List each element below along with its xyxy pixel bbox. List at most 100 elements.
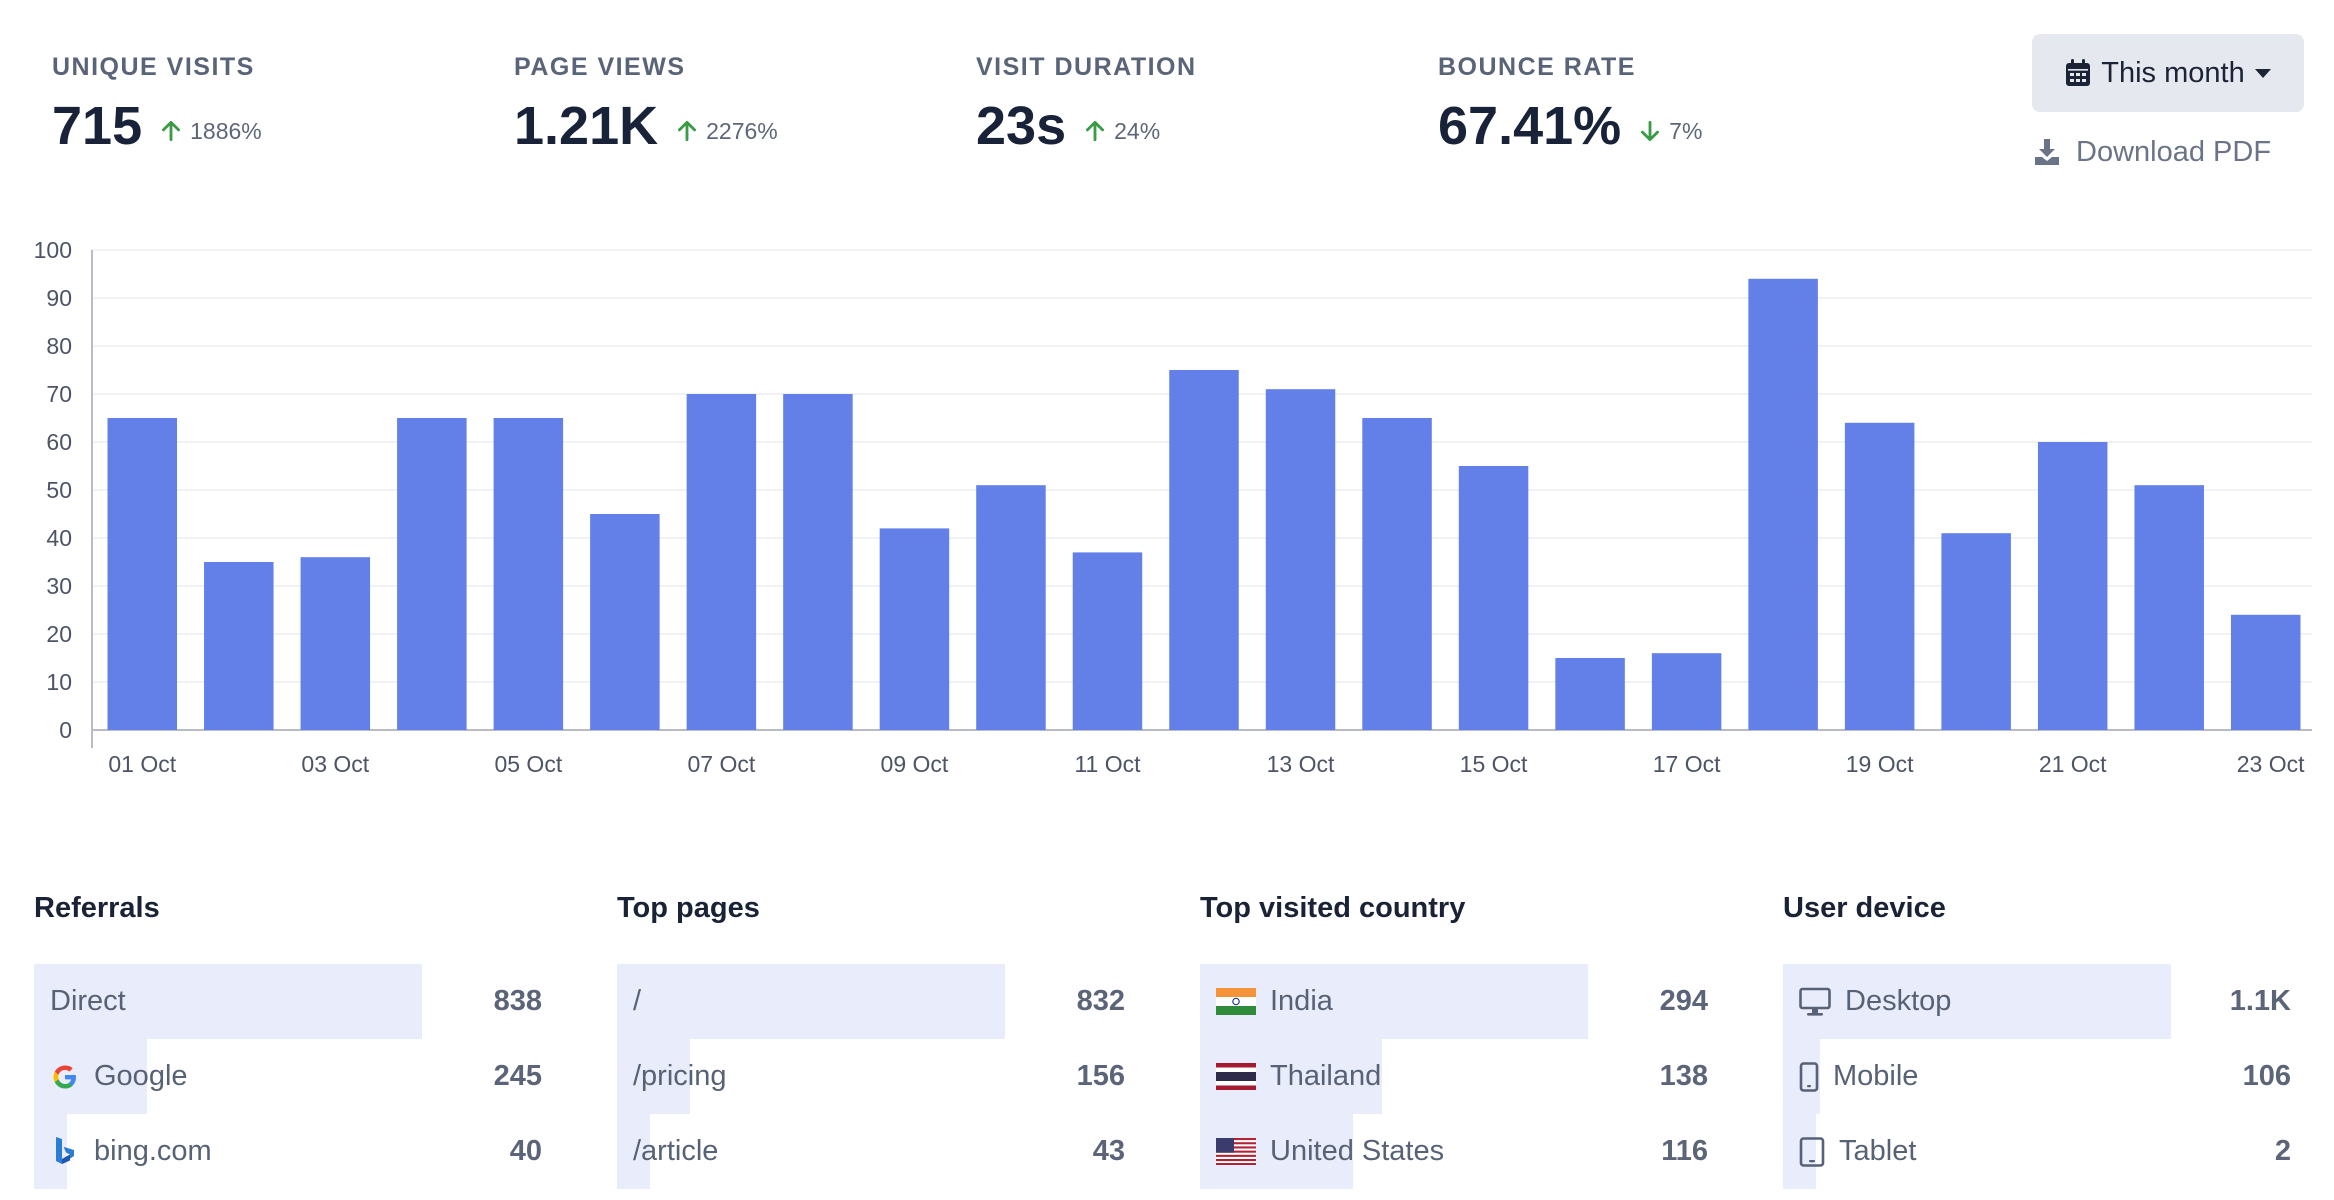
list-item[interactable]: Thailand 138 [1200, 1039, 1710, 1114]
stat-value: 23s [976, 96, 1067, 156]
row-label: Thailand [1270, 1060, 1382, 1092]
row-label: India [1270, 985, 1333, 1017]
chart-bar [879, 528, 950, 730]
row-label: Google [94, 1060, 188, 1092]
row-value: 138 [1659, 1060, 1708, 1092]
chart-bar [2037, 442, 2108, 730]
period-select-button[interactable]: This month [2032, 34, 2304, 112]
chart-bar [1651, 653, 1722, 730]
stat-visit-duration: VISIT DURATION 23s 24% [976, 52, 1197, 158]
y-tick-label: 10 [46, 669, 72, 695]
stat-change: 1886% [158, 118, 262, 145]
stat-change-value: 24% [1114, 117, 1161, 144]
row-label: Mobile [1833, 1060, 1919, 1092]
x-tick-label: 09 Oct [881, 751, 949, 777]
row-label: Direct [50, 985, 126, 1017]
row-label-group: Tablet [1783, 1135, 1916, 1168]
referrals-list: Direct 838 Google 245 bing.com 40 [34, 964, 544, 1189]
chart-bar [107, 418, 178, 730]
x-tick-label: 05 Oct [494, 751, 562, 777]
list-item[interactable]: Desktop 1.1K [1783, 964, 2293, 1039]
chart-bar [300, 557, 371, 730]
stat-bounce-rate: BOUNCE RATE 67.41% 7% [1438, 52, 1702, 158]
row-share-bar [617, 1039, 690, 1114]
chart-bar [1941, 533, 2011, 730]
list-item[interactable]: United States 116 [1200, 1114, 1710, 1189]
row-value: 156 [1076, 1060, 1125, 1092]
list-item[interactable]: Tablet 2 [1783, 1114, 2293, 1189]
x-tick-label: 07 Oct [688, 751, 756, 777]
stat-change: 2276% [674, 118, 778, 145]
row-label: United States [1270, 1135, 1445, 1167]
row-share-bar [34, 1039, 148, 1114]
stat-unique-visits: UNIQUE VISITS 715 1886% [52, 52, 262, 158]
list-item[interactable]: / 832 [617, 964, 1127, 1039]
list-item[interactable]: Direct 838 [34, 964, 544, 1039]
row-share-bar [1200, 964, 1588, 1039]
chevron-down-icon [2254, 68, 2271, 78]
row-value: 106 [2242, 1060, 2291, 1092]
row-share-bar [1783, 1114, 1817, 1189]
stat-value: 1.21K [514, 96, 659, 156]
chart-bar [1844, 422, 1915, 730]
row-value: 116 [1661, 1135, 1708, 1167]
row-share-bar [617, 964, 1005, 1039]
list-item[interactable]: India 294 [1200, 964, 1710, 1039]
arrow-up-icon [678, 120, 697, 142]
arrow-up-icon [162, 120, 181, 142]
y-tick-label: 20 [46, 621, 72, 647]
y-tick-label: 70 [46, 381, 72, 407]
arrow-down-icon [1641, 120, 1660, 142]
stat-label: PAGE VIEWS [514, 53, 686, 81]
row-share-bar [34, 964, 422, 1039]
row-value: 40 [509, 1135, 542, 1167]
chart-bar [976, 485, 1046, 730]
stats-bar: UNIQUE VISITS 715 1886% PAGE VIEWS 1.21K… [52, 52, 1952, 172]
stat-label: VISIT DURATION [976, 53, 1197, 81]
row-label-group: / [617, 985, 641, 1018]
download-label: Download PDF [2076, 135, 2272, 168]
chart-bar [1362, 418, 1432, 730]
row-value: 1.1K [2229, 985, 2291, 1017]
tablet-icon [1799, 1136, 1825, 1167]
x-tick-label: 15 Oct [1460, 751, 1528, 777]
panel-title: Referrals [34, 892, 160, 924]
list-item[interactable]: Mobile 106 [1783, 1039, 2293, 1114]
download-pdf-button[interactable]: Download PDF [2034, 132, 2271, 172]
list-item[interactable]: /pricing 156 [617, 1039, 1127, 1114]
stat-change-value: 2276% [706, 117, 778, 144]
row-label: Tablet [1839, 1135, 1917, 1167]
stat-page-views: PAGE VIEWS 1.21K 2276% [514, 52, 778, 158]
bar-chart: 0 10 20 30 40 50 60 70 80 90 100 01 Oct 03 Oct 05 Oct… [34, 237, 2312, 777]
x-tick-label: 21 Oct [2039, 751, 2107, 777]
india-flag-icon [1216, 988, 1256, 1015]
chart-bar [397, 418, 467, 730]
panel-user-device: User device Desktop 1.1K Mobile 106 Tablet 2 [1783, 890, 2293, 1189]
row-label-group: /article [617, 1135, 718, 1168]
chart-bar [783, 394, 853, 730]
panel-referrals: Referrals Direct 838 Google 245 bing.com 40 [34, 890, 544, 1189]
row-label: /pricing [633, 1060, 727, 1092]
google-icon [50, 1062, 80, 1092]
row-share-bar [1783, 964, 2171, 1039]
y-tick-label: 40 [46, 525, 72, 551]
period-label: This month [2101, 56, 2245, 89]
arrow-up-icon [1086, 120, 1105, 142]
list-item[interactable]: bing.com 40 [34, 1114, 544, 1189]
us-flag-icon [1216, 1138, 1256, 1165]
list-item[interactable]: /article 43 [617, 1114, 1127, 1189]
x-tick-label: 19 Oct [1846, 751, 1914, 777]
mobile-icon [1799, 1061, 1819, 1092]
chart-bar [204, 562, 274, 730]
row-label-group: bing.com [34, 1135, 212, 1169]
panel-title: Top pages [617, 892, 760, 924]
stat-value: 67.41% [1438, 96, 1622, 156]
panel-top-country: Top visited country India 294 Thailand 138 U… [1200, 890, 1710, 1189]
list-item[interactable]: Google 245 [34, 1039, 544, 1114]
row-label: / [633, 985, 642, 1017]
y-tick-label: 90 [46, 285, 72, 311]
chart-bar [1265, 389, 1336, 730]
chart-bar [686, 394, 757, 730]
x-tick-label: 13 Oct [1267, 751, 1335, 777]
row-value: 832 [1076, 985, 1125, 1017]
